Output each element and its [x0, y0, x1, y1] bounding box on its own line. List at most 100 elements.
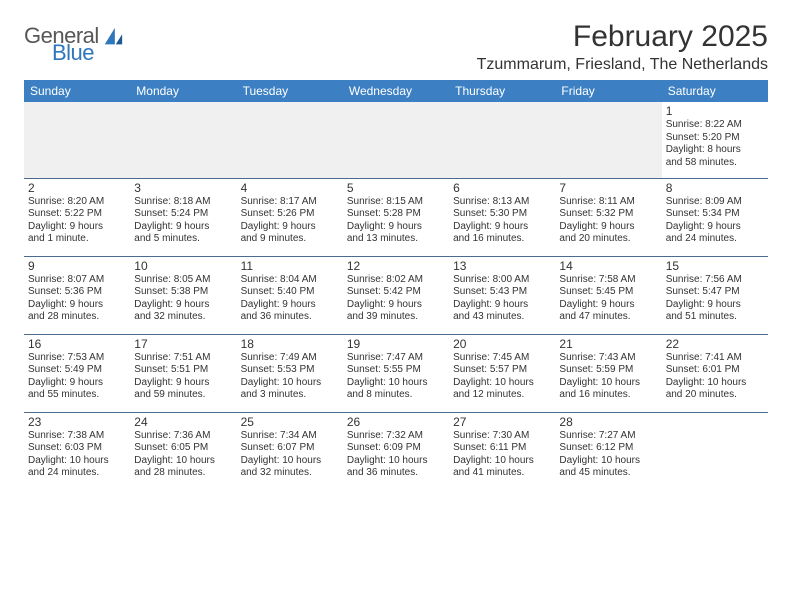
day-info-line: Daylight: 9 hours	[453, 299, 551, 312]
calendar-header-row: Sunday Monday Tuesday Wednesday Thursday…	[24, 80, 768, 102]
day-info-line: Daylight: 9 hours	[347, 299, 445, 312]
day-info-line: and 55 minutes.	[28, 389, 126, 402]
calendar-week-row: 9Sunrise: 8:07 AMSunset: 5:36 PMDaylight…	[24, 256, 768, 334]
day-number: 20	[453, 337, 551, 351]
day-info-line: and 8 minutes.	[347, 389, 445, 402]
day-number: 28	[559, 415, 657, 429]
day-info-line: Sunrise: 7:36 AM	[134, 430, 232, 443]
day-info-line: and 13 minutes.	[347, 233, 445, 246]
weekday-header: Thursday	[449, 80, 555, 102]
day-info-line: Sunrise: 7:58 AM	[559, 274, 657, 287]
day-info-line: Daylight: 10 hours	[453, 377, 551, 390]
day-info: Sunrise: 7:47 AMSunset: 5:55 PMDaylight:…	[347, 352, 445, 402]
day-info: Sunrise: 8:20 AMSunset: 5:22 PMDaylight:…	[28, 196, 126, 246]
day-info: Sunrise: 7:41 AMSunset: 6:01 PMDaylight:…	[666, 352, 764, 402]
weekday-header: Sunday	[24, 80, 130, 102]
day-info-line: Sunrise: 7:43 AM	[559, 352, 657, 365]
calendar-day-cell: 19Sunrise: 7:47 AMSunset: 5:55 PMDayligh…	[343, 334, 449, 412]
day-info-line: Sunrise: 8:18 AM	[134, 196, 232, 209]
day-info-line: and 51 minutes.	[666, 311, 764, 324]
calendar-day-cell: 7Sunrise: 8:11 AMSunset: 5:32 PMDaylight…	[555, 178, 661, 256]
day-info-line: Daylight: 9 hours	[559, 299, 657, 312]
day-info-line: Daylight: 9 hours	[453, 221, 551, 234]
calendar-day-cell: 21Sunrise: 7:43 AMSunset: 5:59 PMDayligh…	[555, 334, 661, 412]
day-number: 10	[134, 259, 232, 273]
day-info-line: Daylight: 10 hours	[241, 377, 339, 390]
day-info: Sunrise: 8:18 AMSunset: 5:24 PMDaylight:…	[134, 196, 232, 246]
day-info: Sunrise: 7:51 AMSunset: 5:51 PMDaylight:…	[134, 352, 232, 402]
day-info-line: Daylight: 9 hours	[559, 221, 657, 234]
day-number: 16	[28, 337, 126, 351]
day-info-line: Sunrise: 7:34 AM	[241, 430, 339, 443]
day-info-line: Sunset: 6:07 PM	[241, 442, 339, 455]
day-info-line: Sunrise: 8:11 AM	[559, 196, 657, 209]
calendar-body: 1Sunrise: 8:22 AMSunset: 5:20 PMDaylight…	[24, 102, 768, 490]
day-info-line: Daylight: 9 hours	[134, 299, 232, 312]
calendar-day-cell: 16Sunrise: 7:53 AMSunset: 5:49 PMDayligh…	[24, 334, 130, 412]
day-info-line: and 24 minutes.	[666, 233, 764, 246]
day-info-line: Sunset: 5:38 PM	[134, 286, 232, 299]
calendar-day-cell: 2Sunrise: 8:20 AMSunset: 5:22 PMDaylight…	[24, 178, 130, 256]
day-info: Sunrise: 8:13 AMSunset: 5:30 PMDaylight:…	[453, 196, 551, 246]
logo-word-2: Blue	[52, 43, 124, 64]
day-info-line: Sunset: 5:59 PM	[559, 364, 657, 377]
day-info-line: and 28 minutes.	[134, 467, 232, 480]
day-info-line: Sunrise: 8:04 AM	[241, 274, 339, 287]
calendar-day-cell	[130, 102, 236, 178]
day-info-line: Sunset: 5:20 PM	[666, 132, 764, 145]
day-number: 21	[559, 337, 657, 351]
day-info-line: Sunset: 6:09 PM	[347, 442, 445, 455]
calendar-day-cell: 12Sunrise: 8:02 AMSunset: 5:42 PMDayligh…	[343, 256, 449, 334]
calendar-day-cell	[237, 102, 343, 178]
day-info: Sunrise: 8:11 AMSunset: 5:32 PMDaylight:…	[559, 196, 657, 246]
day-info: Sunrise: 8:00 AMSunset: 5:43 PMDaylight:…	[453, 274, 551, 324]
day-info-line: Sunrise: 8:15 AM	[347, 196, 445, 209]
day-info-line: Daylight: 9 hours	[28, 299, 126, 312]
calendar-day-cell: 27Sunrise: 7:30 AMSunset: 6:11 PMDayligh…	[449, 412, 555, 490]
day-info-line: and 36 minutes.	[241, 311, 339, 324]
calendar-day-cell: 13Sunrise: 8:00 AMSunset: 5:43 PMDayligh…	[449, 256, 555, 334]
title-block: February 2025 Tzummarum, Friesland, The …	[477, 20, 768, 74]
day-info-line: Daylight: 9 hours	[28, 377, 126, 390]
day-number: 25	[241, 415, 339, 429]
day-info-line: Sunset: 5:22 PM	[28, 208, 126, 221]
header: General Blue February 2025 Tzummarum, Fr…	[24, 20, 768, 74]
day-info-line: and 16 minutes.	[453, 233, 551, 246]
day-info-line: Sunrise: 7:41 AM	[666, 352, 764, 365]
calendar-day-cell: 26Sunrise: 7:32 AMSunset: 6:09 PMDayligh…	[343, 412, 449, 490]
day-info-line: Daylight: 10 hours	[347, 455, 445, 468]
day-info: Sunrise: 7:58 AMSunset: 5:45 PMDaylight:…	[559, 274, 657, 324]
day-info-line: Sunset: 5:42 PM	[347, 286, 445, 299]
calendar-day-cell: 6Sunrise: 8:13 AMSunset: 5:30 PMDaylight…	[449, 178, 555, 256]
day-info-line: Sunset: 5:40 PM	[241, 286, 339, 299]
month-title: February 2025	[477, 20, 768, 54]
calendar-day-cell: 17Sunrise: 7:51 AMSunset: 5:51 PMDayligh…	[130, 334, 236, 412]
calendar-day-cell	[449, 102, 555, 178]
day-info-line: and 28 minutes.	[28, 311, 126, 324]
day-info-line: Daylight: 10 hours	[559, 377, 657, 390]
day-info: Sunrise: 7:43 AMSunset: 5:59 PMDaylight:…	[559, 352, 657, 402]
day-number: 8	[666, 181, 764, 195]
day-info: Sunrise: 7:30 AMSunset: 6:11 PMDaylight:…	[453, 430, 551, 480]
day-info-line: and 43 minutes.	[453, 311, 551, 324]
day-info: Sunrise: 8:17 AMSunset: 5:26 PMDaylight:…	[241, 196, 339, 246]
calendar-day-cell: 1Sunrise: 8:22 AMSunset: 5:20 PMDaylight…	[662, 102, 768, 178]
day-info-line: and 24 minutes.	[28, 467, 126, 480]
day-info: Sunrise: 7:32 AMSunset: 6:09 PMDaylight:…	[347, 430, 445, 480]
calendar-week-row: 23Sunrise: 7:38 AMSunset: 6:03 PMDayligh…	[24, 412, 768, 490]
day-info-line: Sunrise: 8:22 AM	[666, 119, 764, 132]
day-info: Sunrise: 8:02 AMSunset: 5:42 PMDaylight:…	[347, 274, 445, 324]
day-info-line: Sunset: 5:36 PM	[28, 286, 126, 299]
day-info-line: Sunset: 5:53 PM	[241, 364, 339, 377]
day-info-line: Sunset: 5:55 PM	[347, 364, 445, 377]
calendar-page: General Blue February 2025 Tzummarum, Fr…	[0, 0, 792, 500]
day-number: 12	[347, 259, 445, 273]
day-number: 14	[559, 259, 657, 273]
day-info-line: Sunset: 5:34 PM	[666, 208, 764, 221]
day-number: 5	[347, 181, 445, 195]
day-info-line: and 59 minutes.	[134, 389, 232, 402]
day-info-line: Sunset: 5:47 PM	[666, 286, 764, 299]
day-number: 13	[453, 259, 551, 273]
day-info-line: Sunset: 5:26 PM	[241, 208, 339, 221]
day-info-line: Sunset: 6:03 PM	[28, 442, 126, 455]
